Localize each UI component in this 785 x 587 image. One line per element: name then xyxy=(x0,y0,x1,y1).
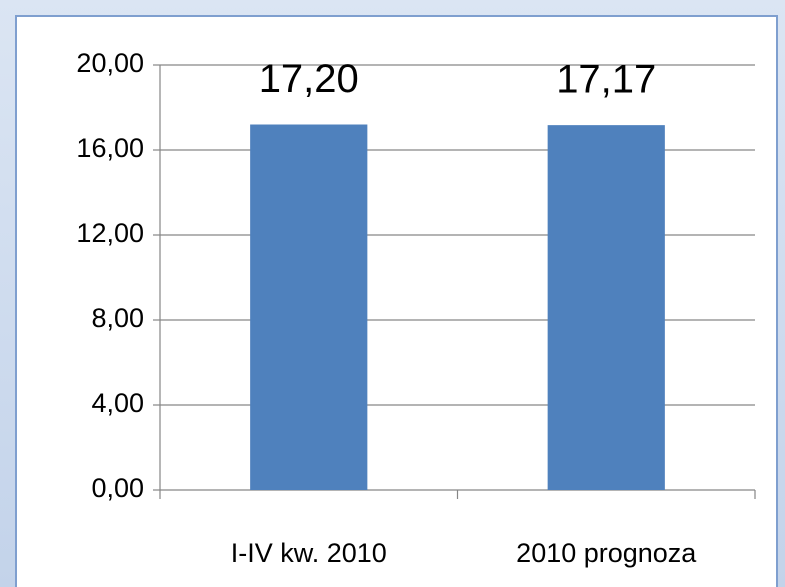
x-tick-label: 2010 prognoza xyxy=(516,538,697,568)
value-label: 17,20 xyxy=(259,57,359,101)
value-label: 17,17 xyxy=(556,58,656,102)
y-tick-label: 8,00 xyxy=(91,303,144,333)
y-tick-label: 20,00 xyxy=(76,48,144,78)
y-tick-label: 16,00 xyxy=(76,133,144,163)
y-tick-label: 12,00 xyxy=(76,218,144,248)
bar xyxy=(547,125,665,490)
x-tick-label: I-IV kw. 2010 xyxy=(231,538,387,568)
bar xyxy=(250,124,368,490)
y-tick-label: 4,00 xyxy=(91,388,144,418)
y-tick-label: 0,00 xyxy=(91,473,144,503)
